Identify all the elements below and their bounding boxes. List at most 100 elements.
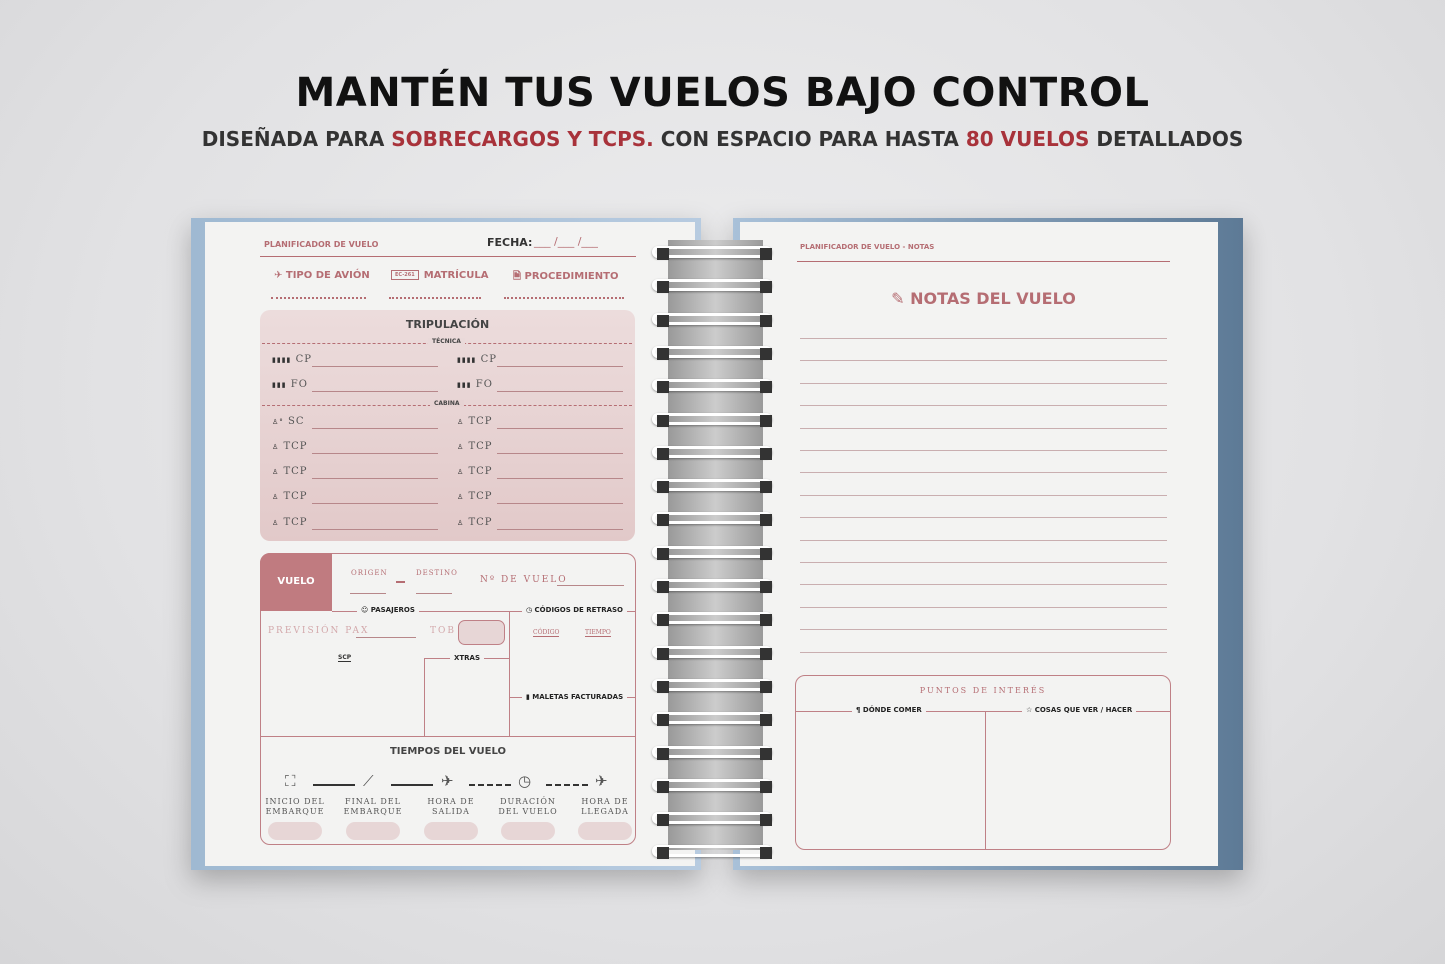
clock-icon: ◷ — [526, 606, 535, 614]
crew-fo-input[interactable] — [497, 391, 623, 392]
spiral-ring — [652, 312, 772, 325]
line: DURACIÓN — [500, 797, 556, 806]
crew-tcp-input[interactable] — [312, 529, 438, 530]
crew-tcp-label: ♙ TCP — [272, 441, 308, 452]
time-input[interactable] — [501, 822, 555, 840]
pax-forecast-input[interactable] — [356, 637, 416, 638]
crew-cp-input[interactable] — [497, 366, 623, 367]
date-label: FECHA: — [487, 236, 533, 249]
label-text: CÓDIGOS DE RETRASO — [534, 606, 624, 614]
crew-tcp-input[interactable] — [312, 453, 438, 454]
person-icon: ♙ — [457, 443, 465, 451]
flight-panel — [260, 553, 636, 845]
document-icon: 🗎 — [513, 271, 525, 282]
aircraft-type-input[interactable] — [271, 297, 366, 299]
punch-hole — [657, 447, 669, 460]
stripes-icon: ▮▮▮ — [272, 381, 287, 389]
crew-cp-label: ▮▮▮▮ CP — [272, 354, 312, 365]
luggage-icon: ▮ — [526, 693, 533, 701]
escalator-icon: ⟋ — [363, 772, 374, 790]
spiral-ring — [652, 445, 772, 458]
note-line[interactable] — [800, 517, 1167, 519]
note-line[interactable] — [800, 405, 1167, 407]
note-line[interactable] — [800, 539, 1167, 541]
role-text: TCP — [468, 517, 493, 528]
crew-tcp-input[interactable] — [312, 503, 438, 504]
note-line[interactable] — [800, 360, 1167, 362]
delay-codes-label: ◷ CÓDIGOS DE RETRASO — [522, 606, 628, 614]
origin-input[interactable] — [350, 593, 386, 594]
tob-input[interactable] — [458, 620, 505, 645]
title-text: NOTAS DEL VUELO — [910, 289, 1076, 308]
punch-hole — [657, 347, 669, 360]
punch-hole — [760, 514, 772, 527]
flight-number-input[interactable] — [557, 585, 624, 586]
note-line[interactable] — [800, 651, 1167, 653]
page-label: PLANIFICADOR DE VUELO — [264, 240, 379, 249]
section-label: CABINA — [430, 400, 464, 407]
pax-forecast-label: PREVISIÓN PAX — [268, 626, 370, 636]
flight-badge: VUELO — [260, 553, 332, 611]
date-field[interactable]: ___ /___ /___ — [534, 235, 598, 248]
crew-tcp-input[interactable] — [497, 478, 623, 479]
crew-tcp-input[interactable] — [497, 529, 623, 530]
time-input[interactable] — [268, 822, 322, 840]
spiral-ring — [652, 412, 772, 425]
person-icon: ♙ — [272, 493, 280, 501]
punch-hole — [760, 281, 772, 294]
points-title: PUNTOS DE INTERÉS — [919, 686, 1047, 695]
time-step-label: HORA DE LLEGADA — [570, 797, 640, 817]
procedure-input[interactable] — [504, 297, 624, 299]
notes-title: ✎ NOTAS DEL VUELO — [797, 289, 1170, 308]
role-text: TCP — [468, 491, 493, 502]
time-input[interactable] — [424, 822, 478, 840]
note-line[interactable] — [800, 427, 1167, 429]
registration-input[interactable] — [389, 297, 481, 299]
things-to-do-label: ☆ COSAS QUE VER / HACER — [1022, 706, 1137, 714]
note-line[interactable] — [800, 562, 1167, 563]
punch-hole — [760, 714, 772, 727]
where-to-eat-label: ¶ DÓNDE COMER — [852, 706, 926, 714]
note-line[interactable] — [800, 629, 1167, 631]
code-label: CÓDIGO — [533, 629, 560, 637]
tob-label: TOB — [430, 626, 456, 636]
note-line[interactable] — [800, 382, 1167, 384]
crew-tcp-label: ♙ TCP — [272, 491, 308, 502]
crew-tcp-input[interactable] — [497, 503, 623, 504]
line: EMBARQUE — [265, 807, 325, 816]
line: HORA DE — [581, 797, 629, 806]
divider — [509, 611, 510, 736]
crew-fo-input[interactable] — [312, 391, 438, 392]
punch-hole — [657, 647, 669, 660]
time-input[interactable] — [346, 822, 400, 840]
note-edit-icon: ✎ — [891, 289, 911, 308]
punch-hole — [760, 447, 772, 460]
spiral-ring — [652, 845, 772, 858]
role-text: CP — [295, 354, 312, 365]
note-line[interactable] — [800, 450, 1167, 451]
crew-tcp-label: ♙ TCP — [272, 466, 308, 477]
flight-number-label: Nº DE VUELO — [480, 575, 568, 585]
stripes-icon: ▮▮▮ — [457, 381, 472, 389]
punch-hole — [760, 647, 772, 660]
note-line[interactable] — [800, 338, 1167, 339]
note-line[interactable] — [800, 472, 1167, 474]
punch-hole — [760, 814, 772, 827]
note-line[interactable] — [800, 494, 1167, 496]
role-text: TCP — [283, 491, 308, 502]
role-text: TCP — [283, 517, 308, 528]
crew-sc-input[interactable] — [312, 428, 438, 429]
note-line[interactable] — [800, 584, 1167, 586]
time-input[interactable] — [578, 822, 632, 840]
note-line[interactable] — [800, 606, 1167, 608]
crew-tcp-input[interactable] — [312, 478, 438, 479]
destination-input[interactable] — [416, 593, 452, 594]
dash — [396, 581, 405, 583]
connector — [546, 784, 588, 786]
line: INICIO DEL — [265, 797, 325, 806]
crew-cp-input[interactable] — [312, 366, 438, 367]
crew-tcp-input[interactable] — [497, 428, 623, 429]
punch-hole — [760, 381, 772, 394]
crew-tcp-input[interactable] — [497, 453, 623, 454]
extras-label: XTRAS — [450, 654, 485, 662]
